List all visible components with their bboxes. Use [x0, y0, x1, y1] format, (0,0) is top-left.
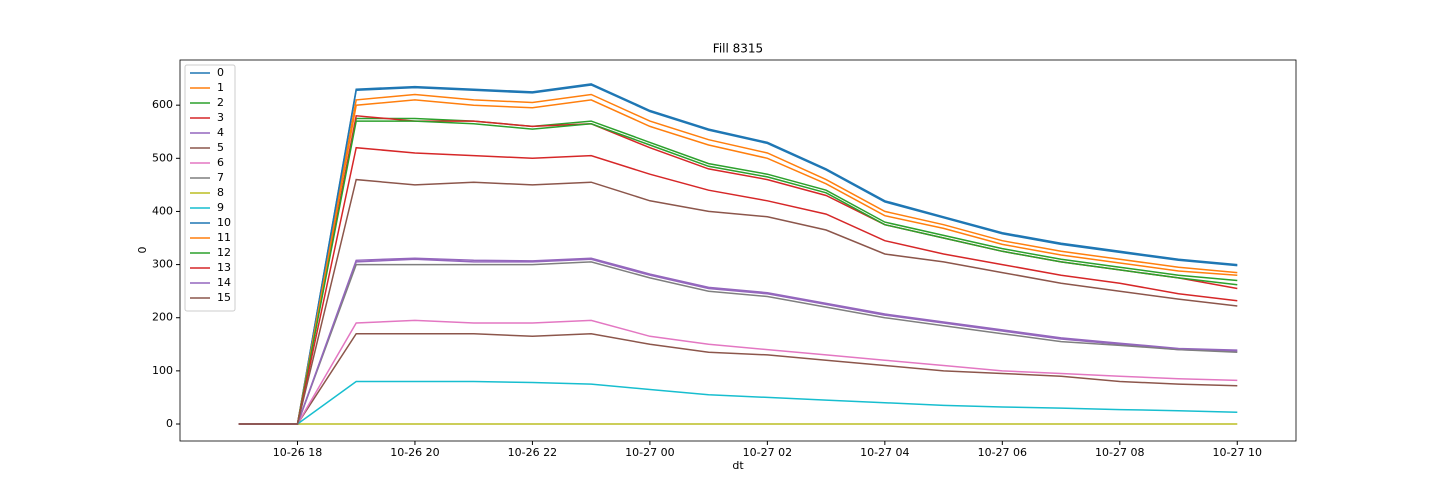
series-line [238, 84, 1238, 425]
y-tick-label: 200 [152, 311, 173, 324]
legend-label: 10 [217, 216, 231, 229]
legend-label: 15 [217, 291, 231, 304]
legend-label: 7 [217, 171, 224, 184]
legend-label: 3 [217, 111, 224, 124]
x-tick-label: 10-26 22 [508, 446, 557, 459]
x-tick-label: 10-27 04 [860, 446, 909, 459]
series-line [238, 120, 1238, 425]
legend-label: 5 [217, 141, 224, 154]
series-line [238, 261, 1238, 425]
series-line [238, 332, 1238, 425]
legend-label: 2 [217, 96, 224, 109]
y-tick-label: 300 [152, 258, 173, 271]
y-tick-label: 0 [166, 417, 173, 430]
legend-label: 9 [217, 201, 224, 214]
chart-title: Fill 8315 [713, 42, 763, 56]
y-axis-label: 0 [136, 247, 149, 254]
series-line [238, 258, 1238, 425]
legend-label: 0 [217, 66, 224, 79]
legend-label: 8 [217, 186, 224, 199]
series-line [238, 146, 1238, 425]
x-axis-label: dt [732, 459, 744, 472]
legend-label: 4 [217, 126, 224, 139]
x-tick-label: 10-26 20 [390, 446, 439, 459]
legend-label: 11 [217, 231, 231, 244]
series-line [238, 117, 1238, 425]
series-line [238, 257, 1238, 425]
x-tick-label: 10-26 18 [273, 446, 322, 459]
series-line [238, 380, 1238, 425]
y-tick-label: 600 [152, 98, 173, 111]
x-tick-label: 10-27 06 [978, 446, 1027, 459]
legend-label: 13 [217, 261, 231, 274]
series-line [238, 93, 1238, 425]
legend-label: 12 [217, 246, 231, 259]
y-tick-label: 100 [152, 364, 173, 377]
series-line [238, 319, 1238, 425]
series-line [238, 99, 1238, 425]
x-tick-label: 10-27 00 [625, 446, 674, 459]
y-tick-label: 400 [152, 204, 173, 217]
x-tick-label: 10-27 10 [1213, 446, 1262, 459]
legend-label: 14 [217, 276, 231, 289]
x-tick-label: 10-27 02 [743, 446, 792, 459]
legend-label: 1 [217, 81, 224, 94]
series-line [238, 178, 1238, 425]
legend-box [184, 64, 236, 312]
plot-frame [179, 59, 1297, 442]
y-tick-label: 500 [152, 151, 173, 164]
legend-label: 6 [217, 156, 224, 169]
x-tick-label: 10-27 08 [1095, 446, 1144, 459]
series-line [238, 83, 1238, 425]
